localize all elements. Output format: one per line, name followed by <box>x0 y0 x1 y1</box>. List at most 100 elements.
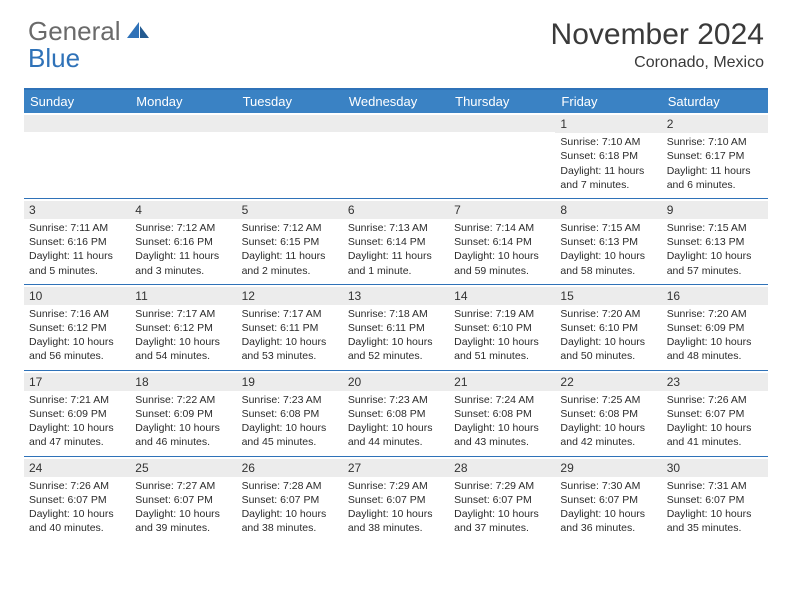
daylight-text: Daylight: 10 hours and 39 minutes. <box>135 507 231 535</box>
day-number: 12 <box>237 287 343 305</box>
day-number: 20 <box>343 373 449 391</box>
day-number: 10 <box>24 287 130 305</box>
calendar-day: 29Sunrise: 7:30 AMSunset: 6:07 PMDayligh… <box>555 457 661 542</box>
daylight-text: Daylight: 10 hours and 44 minutes. <box>348 421 444 449</box>
daylight-text: Daylight: 11 hours and 5 minutes. <box>29 249 125 277</box>
sunset-text: Sunset: 6:13 PM <box>560 235 656 249</box>
daylight-text: Daylight: 10 hours and 36 minutes. <box>560 507 656 535</box>
day-number: 19 <box>237 373 343 391</box>
daylight-text: Daylight: 10 hours and 38 minutes. <box>242 507 338 535</box>
sunset-text: Sunset: 6:08 PM <box>560 407 656 421</box>
daylight-text: Daylight: 10 hours and 37 minutes. <box>454 507 550 535</box>
day-number: 14 <box>449 287 555 305</box>
calendar-week-row: 17 Sunrise: 7:21 AM Sunset: 6:09 PM Dayligh… <box>24 371 768 457</box>
daylight-text: Daylight: 10 hours and 54 minutes. <box>135 335 231 363</box>
calendar-day: 27Sunrise: 7:29 AMSunset: 6:07 PMDayligh… <box>343 457 449 542</box>
day-number: 13 <box>343 287 449 305</box>
sunset-text: Sunset: 6:14 PM <box>454 235 550 249</box>
sunrise-text: Sunrise: 7:26 AM <box>667 393 763 407</box>
daylight-text: Daylight: 10 hours and 48 minutes. <box>667 335 763 363</box>
calendar-week-row: 24Sunrise: 7:26 AMSunset: 6:07 PMDayligh… <box>24 457 768 542</box>
day-number: 4 <box>130 201 236 219</box>
month-title: November 2024 <box>551 18 764 52</box>
day-number: 11 <box>130 287 236 305</box>
sunrise-text: Sunrise: 7:26 AM <box>29 479 125 493</box>
day-number: 2 <box>662 115 768 133</box>
sunset-text: Sunset: 6:07 PM <box>667 493 763 507</box>
weekday-header-row: Sunday Monday Tuesday Wednesday Thursday… <box>24 90 768 113</box>
calendar-day: 3Sunrise: 7:11 AMSunset: 6:16 PMDaylight… <box>24 199 130 284</box>
sunset-text: Sunset: 6:17 PM <box>667 149 763 163</box>
daylight-text: Daylight: 10 hours and 43 minutes. <box>454 421 550 449</box>
daylight-text: Daylight: 11 hours and 2 minutes. <box>242 249 338 277</box>
sunrise-text: Sunrise: 7:30 AM <box>560 479 656 493</box>
calendar-day: 8Sunrise: 7:15 AMSunset: 6:13 PMDaylight… <box>555 199 661 284</box>
calendar-day: 22Sunrise: 7:25 AMSunset: 6:08 PMDayligh… <box>555 371 661 456</box>
brand-name-1: General <box>28 16 121 46</box>
title-block: November 2024 Coronado, Mexico <box>551 18 764 72</box>
sunrise-text: Sunrise: 7:17 AM <box>242 307 338 321</box>
sunrise-text: Sunrise: 7:29 AM <box>454 479 550 493</box>
weekday-header: Wednesday <box>343 90 449 113</box>
day-number: 5 <box>237 201 343 219</box>
day-number: 15 <box>555 287 661 305</box>
day-number: 9 <box>662 201 768 219</box>
sunrise-text: Sunrise: 7:27 AM <box>135 479 231 493</box>
sunrise-text: Sunrise: 7:10 AM <box>667 135 763 149</box>
sunset-text: Sunset: 6:07 PM <box>667 407 763 421</box>
daylight-text: Daylight: 10 hours and 58 minutes. <box>560 249 656 277</box>
weeks-container: 1Sunrise: 7:10 AMSunset: 6:18 PMDaylight… <box>24 113 768 541</box>
day-number: 22 <box>555 373 661 391</box>
sunrise-text: Sunrise: 7:16 AM <box>29 307 125 321</box>
day-number <box>130 115 236 132</box>
day-number: 28 <box>449 459 555 477</box>
day-number: 16 <box>662 287 768 305</box>
sunrise-text: Sunrise: 7:20 AM <box>560 307 656 321</box>
calendar-day: 15Sunrise: 7:20 AMSunset: 6:10 PMDayligh… <box>555 285 661 370</box>
daylight-text: Daylight: 11 hours and 3 minutes. <box>135 249 231 277</box>
calendar-day: 5Sunrise: 7:12 AMSunset: 6:15 PMDaylight… <box>237 199 343 284</box>
sunrise-text: Sunrise: 7:15 AM <box>667 221 763 235</box>
calendar-day: 26Sunrise: 7:28 AMSunset: 6:07 PMDayligh… <box>237 457 343 542</box>
sunset-text: Sunset: 6:11 PM <box>242 321 338 335</box>
calendar-day: 10Sunrise: 7:16 AMSunset: 6:12 PMDayligh… <box>24 285 130 370</box>
sunset-text: Sunset: 6:16 PM <box>29 235 125 249</box>
day-number: 25 <box>130 459 236 477</box>
brand-logo: General Blue <box>28 18 151 71</box>
calendar-day: 1Sunrise: 7:10 AMSunset: 6:18 PMDaylight… <box>555 113 661 198</box>
sunset-text: Sunset: 6:15 PM <box>242 235 338 249</box>
daylight-text: Daylight: 11 hours and 7 minutes. <box>560 164 656 192</box>
calendar-day: 6Sunrise: 7:13 AMSunset: 6:14 PMDaylight… <box>343 199 449 284</box>
sunrise-text: Sunrise: 7:17 AM <box>135 307 231 321</box>
sunset-text: Sunset: 6:08 PM <box>348 407 444 421</box>
daylight-text: Daylight: 11 hours and 1 minute. <box>348 249 444 277</box>
calendar-day: 24Sunrise: 7:26 AMSunset: 6:07 PMDayligh… <box>24 457 130 542</box>
sunrise-text: Sunrise: 7:23 AM <box>348 393 444 407</box>
calendar-week-row: 10Sunrise: 7:16 AMSunset: 6:12 PMDayligh… <box>24 285 768 371</box>
calendar-day-empty <box>130 113 236 198</box>
weekday-header: Monday <box>130 90 236 113</box>
day-number <box>24 115 130 132</box>
day-number: 6 <box>343 201 449 219</box>
sunrise-text: Sunrise: 7:24 AM <box>454 393 550 407</box>
day-number: 17 <box>24 373 130 391</box>
daylight-text: Daylight: 10 hours and 51 minutes. <box>454 335 550 363</box>
sunset-text: Sunset: 6:12 PM <box>135 321 231 335</box>
calendar-day-empty <box>24 113 130 198</box>
sunset-text: Sunset: 6:11 PM <box>348 321 444 335</box>
sunrise-text: Sunrise: 7:14 AM <box>454 221 550 235</box>
sunset-text: Sunset: 6:10 PM <box>454 321 550 335</box>
weekday-header: Tuesday <box>237 90 343 113</box>
daylight-text: Daylight: 10 hours and 45 minutes. <box>242 421 338 449</box>
day-number: 24 <box>24 459 130 477</box>
calendar-day: 30Sunrise: 7:31 AMSunset: 6:07 PMDayligh… <box>662 457 768 542</box>
calendar-day-empty <box>237 113 343 198</box>
sunrise-text: Sunrise: 7:23 AM <box>242 393 338 407</box>
sunset-text: Sunset: 6:07 PM <box>454 493 550 507</box>
sunset-text: Sunset: 6:08 PM <box>242 407 338 421</box>
sunrise-text: Sunrise: 7:21 AM <box>29 393 125 407</box>
sunset-text: Sunset: 6:09 PM <box>135 407 231 421</box>
calendar-day-empty <box>343 113 449 198</box>
sunset-text: Sunset: 6:07 PM <box>560 493 656 507</box>
sunset-text: Sunset: 6:09 PM <box>667 321 763 335</box>
